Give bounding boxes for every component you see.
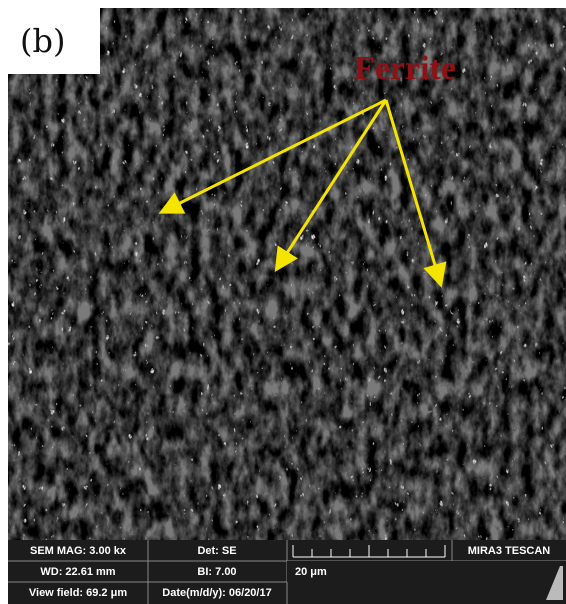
figure-svg: (b) Ferrite SEM MAG: 3.00 kx Det: SE MIR…	[0, 0, 566, 604]
view-field: View field: 69.2 μm	[29, 587, 127, 599]
panel-label: (b)	[20, 22, 65, 60]
instrument: MIRA3 TESCAN	[468, 545, 551, 557]
info-bar: SEM MAG: 3.00 kx Det: SE MIRA3 TESCAN WD…	[8, 540, 566, 604]
scale-label: 20 μm	[295, 566, 327, 578]
wd: WD: 22.61 mm	[40, 566, 115, 578]
ferrite-label: Ferrite	[354, 50, 456, 87]
detector: Det: SE	[197, 545, 236, 557]
bi: BI: 7.00	[197, 566, 236, 578]
sem-figure: (b) Ferrite SEM MAG: 3.00 kx Det: SE MIR…	[0, 0, 566, 604]
mag: SEM MAG: 3.00 kx	[30, 545, 127, 557]
micrograph-texture	[8, 8, 566, 540]
date: Date(m/d/y): 06/20/17	[162, 587, 271, 599]
